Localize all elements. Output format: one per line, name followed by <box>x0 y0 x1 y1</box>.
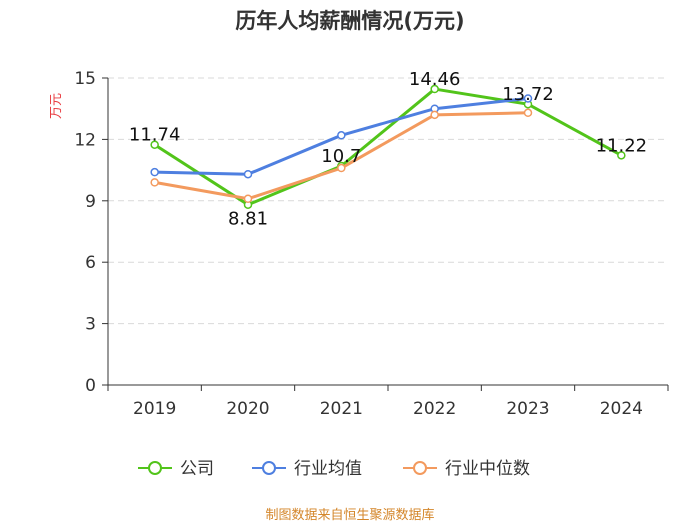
data-point <box>337 163 346 173</box>
x-tick-label: 2023 <box>506 399 549 419</box>
legend-item-0: 公司 <box>138 459 214 479</box>
data-labels: 11.74 8.81 10.7 14.46 13.72 11.22 <box>129 69 647 230</box>
y-tick-label: 15 <box>74 69 96 89</box>
y-tick-label: 12 <box>74 130 96 150</box>
x-tick-label: 2019 <box>133 399 176 419</box>
y-tick-label: 3 <box>85 315 96 335</box>
y-tick-label: 9 <box>85 192 96 212</box>
legend: 公司 行业均值 行业中位数 <box>138 459 530 479</box>
legend-label: 行业均值 <box>294 459 362 479</box>
data-label: 8.81 <box>228 209 268 230</box>
data-point <box>150 178 159 187</box>
data-point <box>430 110 439 120</box>
legend-marker <box>413 461 427 475</box>
data-point <box>617 151 626 160</box>
data-label: 10.7 <box>321 146 361 167</box>
legend-label: 公司 <box>180 459 214 479</box>
data-point <box>150 167 159 177</box>
data-point <box>523 108 533 118</box>
series <box>150 84 626 209</box>
y-tick-label: 6 <box>85 253 96 273</box>
series-line-0 <box>153 87 623 207</box>
x-tick-label: 2021 <box>320 399 363 419</box>
data-point <box>337 131 346 140</box>
y-tick-label: 0 <box>85 376 96 396</box>
legend-item-2: 行业中位数 <box>403 459 530 479</box>
data-point <box>243 169 253 179</box>
data-label: 14.46 <box>409 69 461 90</box>
source-note: 制图数据来自恒生聚源数据库 <box>265 507 434 523</box>
x-tick-label: 2024 <box>600 399 643 419</box>
y-axis-unit: 万元 <box>49 93 64 119</box>
legend-marker <box>262 461 276 475</box>
data-point <box>243 194 253 204</box>
grid <box>108 77 668 325</box>
chart-title: 历年人均薪酬情况(万元) <box>235 9 464 33</box>
data-label: 13.72 <box>502 84 554 105</box>
data-point <box>523 94 533 103</box>
data-label: 11.22 <box>596 135 648 156</box>
axes: 0 3 6 9 12 15 2019 2020 2021 2022 2023 2024 <box>74 69 669 419</box>
data-point <box>430 84 439 94</box>
x-tick-label: 2022 <box>413 399 456 419</box>
x-tick-label: 2020 <box>226 399 269 419</box>
data-label: 11.74 <box>129 125 181 146</box>
legend-marker <box>148 461 162 475</box>
legend-item-1: 行业均值 <box>252 459 362 479</box>
legend-label: 行业中位数 <box>445 459 530 479</box>
data-point <box>150 140 159 149</box>
